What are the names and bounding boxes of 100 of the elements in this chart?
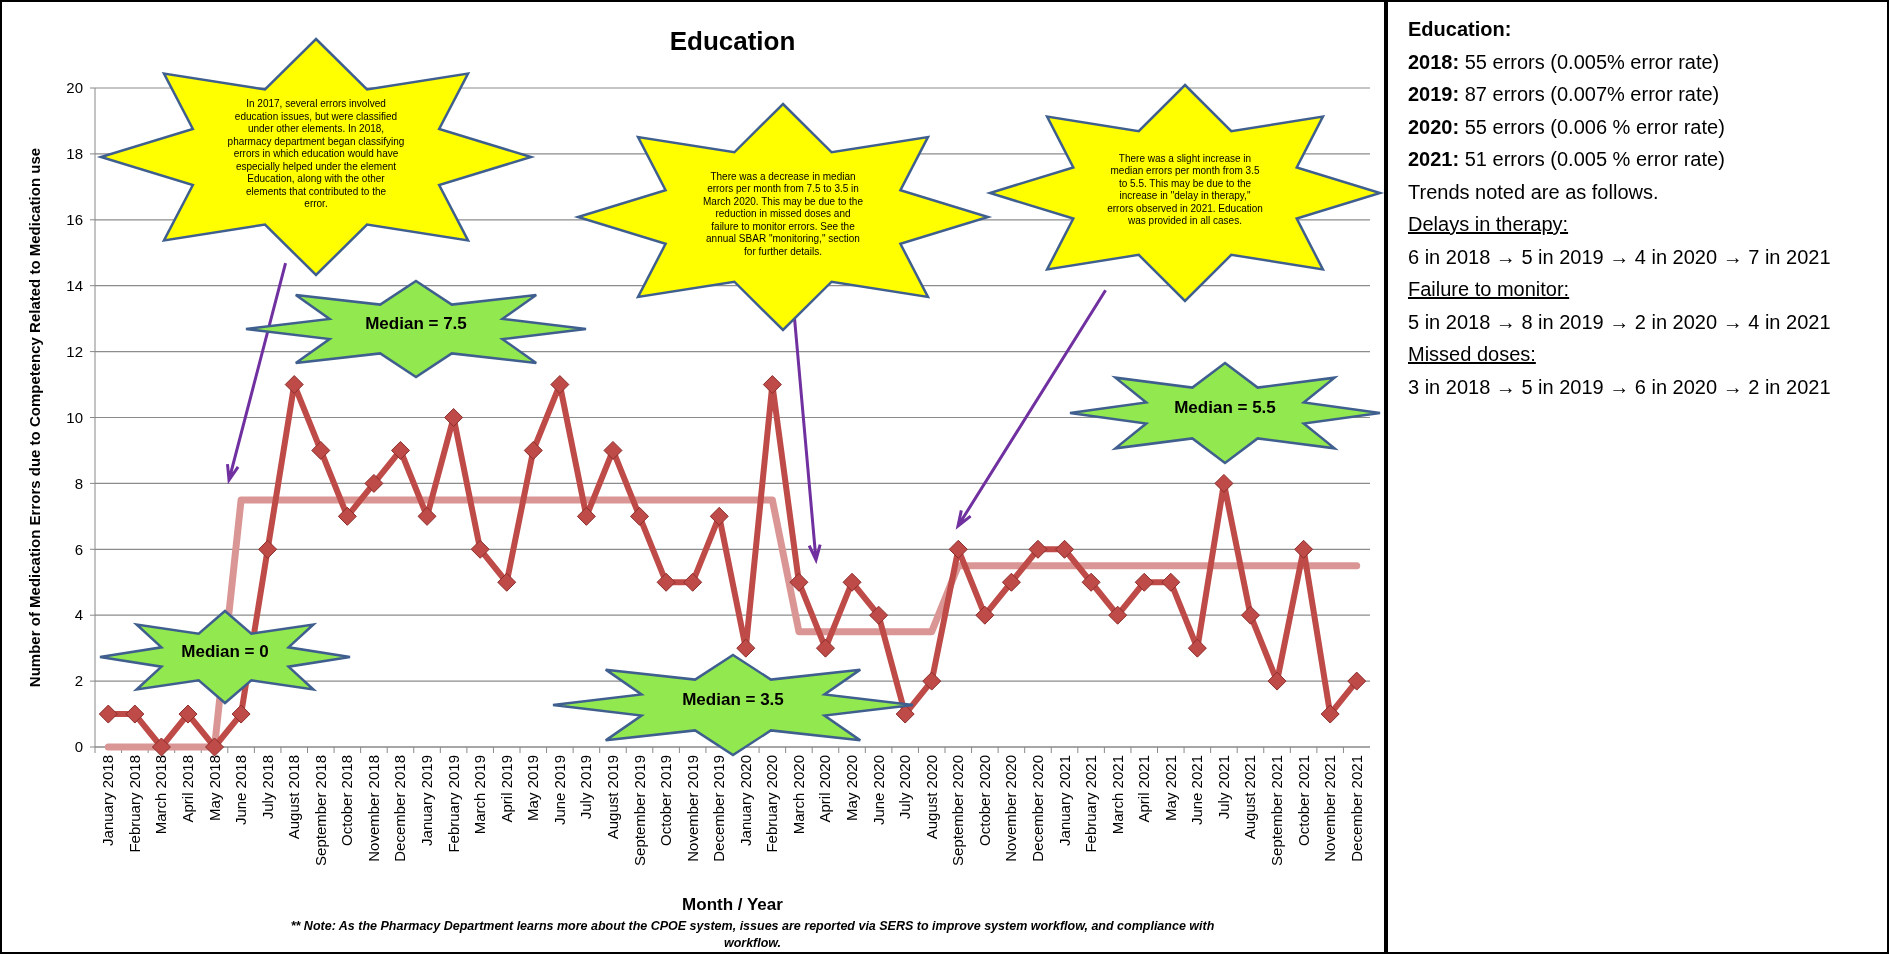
x-tick-label: June 2019 bbox=[550, 755, 568, 826]
point bbox=[497, 572, 517, 592]
x-tick-label: March 2019 bbox=[471, 755, 489, 835]
y-tick-label: 10 bbox=[66, 408, 83, 426]
text: 5 in 2018 → 8 in 2019 → 2 in 2020 → 4 in 2021 bbox=[1408, 310, 1831, 333]
point bbox=[683, 572, 703, 592]
x-tick-label: October 2020 bbox=[975, 755, 993, 846]
text: ** Note: As the Pharmacy Department learns more about the CPOE system, issues are reported via SERS to improve system workflow, and compliance with workflow. bbox=[290, 919, 1215, 950]
x-tick-label: June 2018 bbox=[232, 755, 250, 826]
x-tick-label: October 2021 bbox=[1294, 755, 1312, 846]
x-tick-label: May 2019 bbox=[524, 755, 542, 821]
y-tick-label: 6 bbox=[74, 540, 83, 558]
point bbox=[948, 539, 968, 559]
point bbox=[1028, 539, 1048, 559]
point bbox=[1161, 572, 1181, 592]
annotation: Median = 0 bbox=[181, 642, 269, 661]
point bbox=[1347, 671, 1367, 691]
x-tick-label: August 2018 bbox=[285, 755, 303, 840]
point bbox=[1320, 704, 1340, 724]
x-tick-label: July 2019 bbox=[577, 755, 595, 820]
point bbox=[1187, 638, 1207, 658]
point bbox=[762, 375, 782, 395]
x-tick-label: September 2021 bbox=[1268, 755, 1286, 866]
point bbox=[789, 572, 809, 592]
text: 2019: 87 errors (0.007% error rate) bbox=[1408, 83, 1720, 105]
x-tick-label: March 2020 bbox=[789, 755, 807, 835]
point bbox=[736, 638, 756, 658]
x-tick-label: November 2020 bbox=[1002, 755, 1020, 862]
x-tick-label: January 2019 bbox=[418, 755, 436, 846]
text: 3 in 2018 → 5 in 2019 → 6 in 2020 → 2 in 2021 bbox=[1408, 375, 1831, 398]
x-tick-label: July 2018 bbox=[258, 755, 276, 820]
point bbox=[815, 638, 835, 658]
x-tick-label: June 2020 bbox=[869, 755, 887, 826]
text: Failure to monitor: bbox=[1408, 278, 1570, 300]
point bbox=[1108, 605, 1128, 625]
x-tick-label: November 2018 bbox=[364, 755, 382, 862]
x-tick-label: December 2021 bbox=[1347, 755, 1365, 862]
x-tick-label: April 2019 bbox=[497, 755, 515, 823]
point bbox=[311, 440, 331, 460]
point bbox=[656, 572, 676, 592]
y-tick-label: 2 bbox=[74, 672, 83, 690]
x-tick-label: September 2018 bbox=[311, 755, 329, 866]
point bbox=[630, 506, 650, 526]
text: 2020: 55 errors (0.006 % error rate) bbox=[1408, 115, 1725, 138]
point bbox=[231, 704, 251, 724]
annotation: Median = 3.5 bbox=[682, 690, 784, 709]
text: In 2017, several errors involved education issues, but were classified under other elements. In 2018, pharmacy department began classifying errors in which education would have especially helped under the element Education, along with the other elements that contributed to the error. bbox=[227, 98, 405, 209]
point bbox=[922, 671, 942, 691]
x-tick-label: March 2021 bbox=[1108, 755, 1126, 835]
x-tick-label: April 2018 bbox=[178, 755, 196, 823]
x-tick-label: February 2018 bbox=[125, 755, 143, 853]
point bbox=[364, 473, 384, 493]
x-tick-label: March 2018 bbox=[152, 755, 170, 835]
chart-title: Education bbox=[669, 26, 796, 56]
x-tick-label: November 2019 bbox=[683, 755, 701, 862]
point bbox=[523, 440, 543, 460]
point bbox=[1001, 572, 1021, 592]
x-tick-label: October 2018 bbox=[338, 755, 356, 846]
x-tick-label: September 2020 bbox=[949, 755, 967, 866]
point bbox=[125, 704, 145, 724]
point bbox=[151, 737, 171, 757]
x-tick-label: October 2019 bbox=[657, 755, 675, 846]
point bbox=[842, 572, 862, 592]
text: Missed doses: bbox=[1408, 343, 1536, 365]
point bbox=[178, 704, 198, 724]
y-tick-label: 4 bbox=[74, 606, 83, 624]
text: 6 in 2018 → 5 in 2019 → 4 in 2020 → 7 in 2021 bbox=[1408, 245, 1831, 268]
x-tick-label: May 2020 bbox=[843, 755, 861, 821]
x-tick-label: February 2021 bbox=[1082, 755, 1100, 853]
x-tick-label: April 2021 bbox=[1135, 755, 1153, 823]
x-tick-label: September 2019 bbox=[630, 755, 648, 866]
point bbox=[869, 605, 889, 625]
annotation: There was a slight increase in median errors per month from 3.5 to 5.5. This may be due to the increase in "delay in therapy," errors observed in 2021. Education was provided in all cases. bbox=[1107, 152, 1263, 227]
x-tick-label: February 2020 bbox=[763, 755, 781, 853]
point bbox=[550, 375, 570, 395]
point bbox=[444, 408, 464, 427]
x-tick-label: February 2019 bbox=[444, 755, 462, 853]
text: Trends noted are as follows. bbox=[1408, 180, 1659, 203]
text: 2018: 55 errors (0.005% error rate) bbox=[1408, 50, 1720, 73]
x-tick-label: July 2020 bbox=[896, 755, 914, 820]
x-tick-label: May 2018 bbox=[205, 755, 223, 821]
x-tick-label: January 2020 bbox=[736, 755, 754, 846]
point bbox=[576, 506, 596, 526]
point bbox=[709, 506, 729, 526]
x-axis-title: Month / Year bbox=[682, 895, 784, 914]
point bbox=[1134, 572, 1154, 592]
x-tick-label: December 2020 bbox=[1028, 755, 1046, 862]
text: 2021: 51 errors (0.005 % error rate) bbox=[1408, 148, 1725, 170]
point bbox=[975, 605, 995, 625]
point bbox=[1267, 671, 1287, 691]
x-tick-label: November 2021 bbox=[1321, 755, 1339, 862]
y-tick-label: 20 bbox=[66, 79, 83, 97]
x-tick-label: May 2021 bbox=[1161, 755, 1179, 821]
point bbox=[417, 506, 437, 526]
point bbox=[205, 737, 225, 757]
x-tick-label: December 2019 bbox=[710, 755, 728, 862]
x-tick-label: January 2018 bbox=[99, 755, 117, 846]
y-tick-label: 12 bbox=[66, 342, 83, 360]
point bbox=[258, 539, 278, 559]
y-tick-label: 0 bbox=[74, 738, 83, 756]
